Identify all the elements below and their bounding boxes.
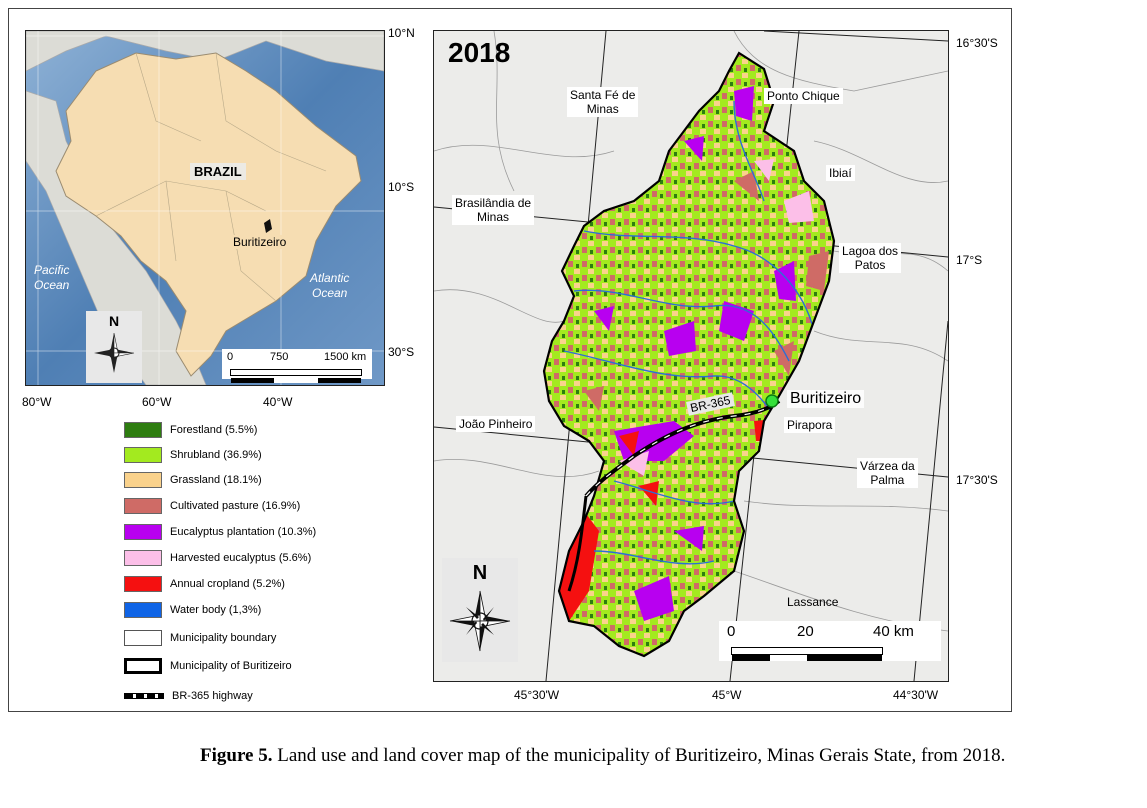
legend-swatch (124, 658, 162, 674)
year-label: 2018 (448, 37, 511, 68)
inset-scale-bar: 0 750 1500 km (222, 349, 372, 383)
label-santa-fe: Santa Fé de Minas (567, 87, 639, 117)
legend-swatch (124, 630, 162, 646)
inset-lat-30s: 30°S (388, 345, 415, 359)
main-lon-45: 45°W (712, 688, 742, 702)
legend-swatch (124, 498, 162, 514)
label-varzea-palma: Várzea da Palma (857, 458, 918, 488)
legend-swatch (124, 422, 162, 438)
label-lagoa-patos: Lagoa dos Patos (839, 243, 902, 273)
legend-item-highway: BR-365 highway (124, 686, 253, 706)
legend-item-harvested: Harvested eucalyptus (5.6%) (124, 548, 311, 568)
atlantic-label: Atlantic Ocean (310, 271, 350, 300)
legend-item-boundary: Municipality boundary (124, 628, 276, 648)
pacific-label: Pacific Ocean (34, 263, 70, 292)
legend-swatch (124, 602, 162, 618)
legend-item-pasture: Cultivated pasture (16.9%) (124, 496, 300, 516)
legend-item-shrubland: Shrubland (36.9%) (124, 445, 262, 465)
legend-item-forestland: Forestland (5.5%) (124, 420, 257, 440)
legend-swatch (124, 576, 162, 592)
pasture-patches (584, 171, 829, 411)
inset-map: BRAZIL Buritizeiro Pacific Ocean Atlanti… (25, 30, 385, 386)
north-icon: N (108, 313, 120, 329)
caption-label: Figure 5. (200, 745, 273, 766)
brazil-shape (55, 52, 362, 377)
main-scale-bar: 0 20 40 km (719, 621, 941, 661)
main-lon-4430: 44°30'W (893, 688, 939, 702)
north-icon: N (472, 562, 488, 584)
main-lon-4530: 45°30'W (514, 688, 560, 702)
legend-item-buritizeiro: Municipality of Buritizeiro (124, 656, 292, 676)
compass-icon (449, 590, 511, 652)
label-brasilandia: Brasilândia de Minas (452, 195, 535, 225)
caption-text: Land use and land cover map of the munic… (272, 745, 1006, 766)
label-lassance: Lassance (787, 595, 839, 609)
legend-swatch (124, 693, 164, 699)
buritizeiro-inset-label: Buritizeiro (231, 235, 289, 249)
inset-lon-60w: 60°W (142, 395, 172, 409)
legend-item-water: Water body (1,3%) (124, 600, 261, 620)
label-ibiai: Ibiaí (826, 165, 855, 181)
label-pirapora: Pirapora (784, 417, 836, 433)
compass-icon (94, 332, 135, 373)
main-lat-1630: 16°30'S (956, 36, 998, 50)
buritizeiro-marker (765, 394, 779, 408)
label-joao-pinheiro: João Pinheiro (456, 416, 536, 432)
inset-lon-80w: 80°W (22, 395, 52, 409)
harvested-patches (619, 159, 814, 476)
legend-item-grassland: Grassland (18.1%) (124, 470, 262, 490)
legend-swatch (124, 550, 162, 566)
main-map-svg (434, 31, 948, 681)
main-map: 2018 Santa Fé de Minas Ponto Chique Ibiaí… (433, 30, 949, 682)
main-lat-1730: 17°30'S (956, 473, 998, 487)
legend-item-eucalyptus: Eucalyptus plantation (10.3%) (124, 522, 316, 542)
inset-map-svg (26, 31, 384, 385)
rivers (563, 100, 815, 565)
buritizeiro-label: Buritizeiro (787, 390, 865, 408)
buritizeiro-inset-marker (264, 219, 272, 233)
figure-caption: Figure 5. Land use and land cover map of… (200, 742, 1140, 769)
legend-item-cropland: Annual cropland (5.2%) (124, 574, 285, 594)
inset-lat-10n: 10°N (388, 26, 415, 40)
legend-swatch (124, 447, 162, 463)
main-north-arrow: N (442, 558, 518, 662)
inset-north-arrow: N (86, 311, 142, 383)
legend-swatch (124, 472, 162, 488)
label-ponto-chique: Ponto Chique (764, 88, 843, 104)
inset-lon-40w: 40°W (263, 395, 293, 409)
legend-swatch (124, 524, 162, 540)
main-lat-17: 17°S (956, 253, 983, 267)
inset-lat-10s: 10°S (388, 180, 415, 194)
brazil-label: BRAZIL (190, 163, 246, 180)
